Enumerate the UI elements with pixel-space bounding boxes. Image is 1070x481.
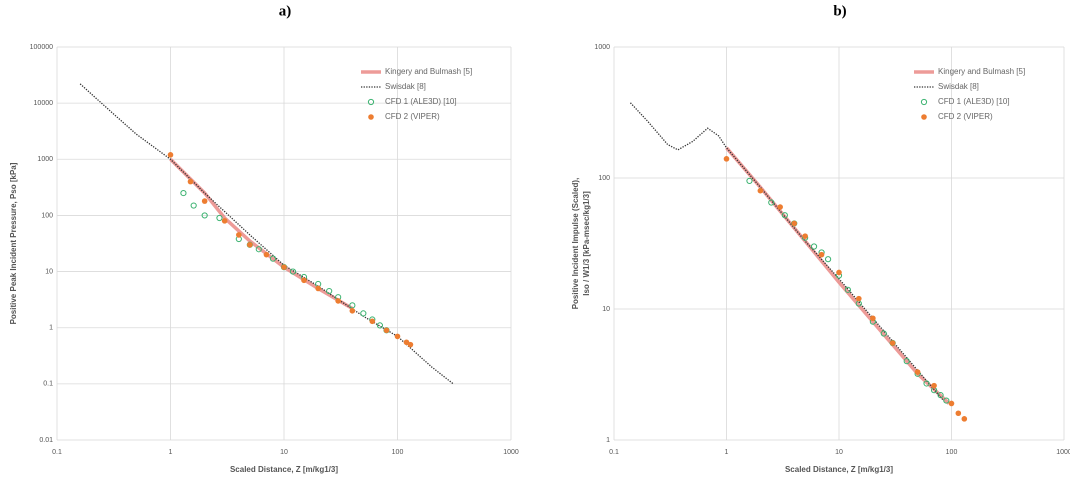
data-point — [903, 358, 910, 365]
data-point — [201, 198, 208, 204]
y-axis-title: Iso / W1/3 [kPa-msec/kg1/3] — [582, 191, 591, 296]
panel-label: a) — [279, 3, 292, 19]
data-point — [914, 369, 921, 375]
x-tick-label: 100 — [392, 449, 404, 456]
data-point — [360, 310, 367, 317]
data-point — [889, 340, 896, 346]
legend-label: Kingery and Bulmash [5] — [938, 67, 1025, 76]
y-tick-label: 100 — [598, 175, 610, 182]
data-point — [289, 268, 297, 275]
data-point — [923, 380, 930, 387]
y-tick-label: 10 — [45, 268, 53, 275]
data-point — [247, 241, 253, 248]
data-point — [791, 220, 798, 227]
data-point — [880, 330, 887, 337]
y-axis-title: Positive Peak Incident Pressure, Pso [kP… — [9, 162, 18, 324]
data-point — [757, 187, 764, 194]
data-point — [810, 243, 818, 250]
y-axis-title: Positive Incident Impulse (Scaled), — [571, 178, 580, 310]
data-point — [326, 287, 333, 295]
data-point — [961, 416, 968, 422]
data-point — [943, 397, 950, 404]
legend-label: CFD 2 (VIPER) — [938, 112, 993, 121]
x-axis-title: Scaled Distance, Z [m/kg1/3] — [230, 465, 338, 474]
data-point — [824, 256, 832, 263]
data-point — [836, 269, 842, 276]
data-line — [629, 102, 945, 401]
data-point — [201, 212, 208, 219]
data-point — [263, 251, 270, 258]
data-point — [167, 152, 174, 158]
data-point — [349, 302, 356, 309]
y-tick-label: 10000 — [34, 100, 54, 107]
data-point — [369, 318, 376, 325]
x-tick-label: 0.1 — [609, 449, 619, 456]
data-point — [856, 295, 862, 302]
data-point — [281, 264, 287, 270]
x-tick-label: 10 — [835, 449, 843, 456]
x-tick-label: 1000 — [1056, 449, 1070, 456]
y-tick-label: 0.01 — [39, 437, 53, 444]
data-point — [781, 212, 788, 219]
data-point — [870, 315, 876, 322]
legend-label: CFD 1 (ALE3D) [10] — [938, 97, 1010, 106]
y-tick-label: 100000 — [30, 44, 53, 51]
legend-swatch — [920, 98, 928, 106]
data-point — [376, 322, 384, 329]
x-tick-label: 10 — [280, 449, 288, 456]
data-point — [931, 382, 937, 389]
data-point — [190, 202, 197, 209]
data-point — [777, 204, 783, 210]
data-point — [180, 189, 187, 197]
data-point — [301, 277, 307, 284]
y-tick-label: 100 — [41, 212, 53, 219]
x-tick-label: 1 — [725, 449, 729, 456]
y-tick-label: 1000 — [594, 44, 610, 51]
y-tick-label: 1 — [606, 437, 610, 444]
data-point — [187, 178, 194, 185]
legend-swatch — [368, 114, 374, 120]
legend-swatch — [367, 98, 375, 106]
data-line — [79, 83, 454, 385]
data-point — [236, 232, 242, 238]
legend-swatch — [921, 114, 927, 120]
data-point — [315, 285, 321, 292]
data-point — [394, 333, 401, 340]
y-tick-label: 1000 — [37, 156, 53, 163]
x-tick-label: 0.1 — [52, 449, 62, 456]
x-tick-label: 1000 — [503, 449, 519, 456]
data-point — [407, 341, 414, 348]
legend-label: Swisdak [8] — [385, 82, 426, 91]
data-point — [768, 199, 775, 206]
x-tick-label: 1 — [169, 449, 173, 456]
data-point — [844, 286, 852, 293]
data-point — [383, 327, 390, 334]
data-point — [335, 298, 341, 304]
data-point — [818, 251, 825, 258]
data-line — [169, 158, 354, 310]
data-point — [955, 410, 962, 417]
panel-label: b) — [833, 3, 846, 19]
y-tick-label: 1 — [49, 325, 53, 332]
x-tick-label: 100 — [946, 449, 958, 456]
legend-label: CFD 1 (ALE3D) [10] — [385, 97, 457, 106]
data-point — [269, 255, 277, 262]
data-point — [221, 218, 228, 224]
data-point — [937, 392, 944, 399]
data-point — [349, 308, 356, 314]
legend-label: CFD 2 (VIPER) — [385, 112, 440, 121]
legend-label: Swisdak [8] — [938, 82, 979, 91]
y-tick-label: 10 — [602, 306, 610, 313]
data-point — [216, 214, 223, 222]
data-point — [802, 233, 808, 239]
data-point — [723, 156, 730, 162]
legend-label: Kingery and Bulmash [5] — [385, 67, 472, 76]
x-axis-title: Scaled Distance, Z [m/kg1/3] — [785, 465, 893, 474]
data-point — [746, 177, 753, 185]
data-point — [255, 246, 262, 253]
y-tick-label: 0.1 — [43, 381, 53, 388]
data-point — [948, 400, 955, 407]
